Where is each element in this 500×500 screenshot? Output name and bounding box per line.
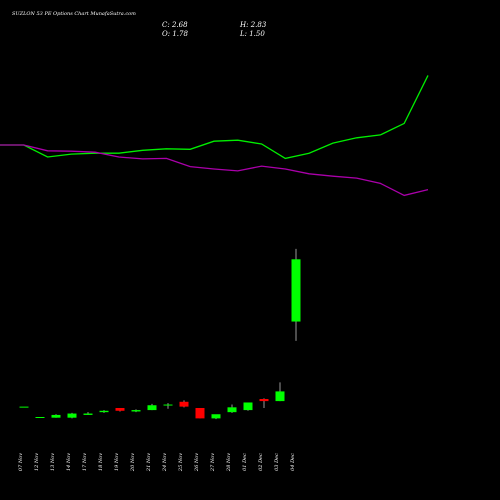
x-tick-label: 13 Nov bbox=[50, 453, 56, 471]
candle-body bbox=[67, 413, 77, 418]
x-tick-label: 20 Nov bbox=[130, 453, 136, 472]
x-tick-label: 14 Nov bbox=[66, 453, 72, 471]
x-tick-label: 28 Nov bbox=[226, 453, 232, 472]
x-tick-label: 27 Nov bbox=[210, 453, 216, 472]
candle-body bbox=[259, 399, 269, 402]
x-tick-label: 26 Nov bbox=[194, 453, 200, 472]
high-value: H: 2.83 bbox=[240, 21, 267, 29]
x-tick-label: 19 Nov bbox=[114, 453, 120, 471]
close-value: C: 2.68 bbox=[162, 21, 188, 29]
title: SUZLON 53 PE Options Chart MunafaSutra.c… bbox=[12, 11, 136, 17]
x-tick-label: 24 Nov bbox=[162, 453, 168, 472]
x-tick-label: 04 Dec bbox=[290, 453, 296, 471]
series-line-purple bbox=[0, 144, 429, 197]
candle-body bbox=[115, 408, 125, 411]
x-tick-label: 21 Nov bbox=[146, 453, 152, 472]
x-tick-label: 12 Nov bbox=[34, 453, 40, 471]
candle-body bbox=[83, 413, 93, 415]
candle-body bbox=[227, 407, 237, 413]
candle-body bbox=[211, 414, 221, 419]
candle-body bbox=[99, 410, 109, 413]
candle-body bbox=[275, 391, 285, 402]
x-tick-label: 18 Nov bbox=[98, 453, 104, 471]
x-tick-label: 17 Nov bbox=[82, 453, 88, 471]
candle-body bbox=[19, 406, 29, 408]
x-tick-label: 25 Nov bbox=[178, 453, 184, 472]
x-axis-ticks: 07 Nov 12 Nov 13 Nov 14 Nov 17 Nov 18 Nov 19 N… bbox=[18, 453, 296, 472]
candle-body bbox=[131, 410, 141, 412]
open-value: O: 1.78 bbox=[162, 30, 188, 38]
candles bbox=[19, 248, 301, 420]
indicator-lines bbox=[0, 75, 429, 197]
series-line-green bbox=[0, 75, 429, 160]
candle-body bbox=[195, 408, 205, 419]
x-tick-label: 01 Dec bbox=[242, 453, 248, 471]
x-tick-label: 07 Nov bbox=[18, 453, 24, 471]
low-value: L: 1.50 bbox=[240, 30, 265, 38]
candle-body bbox=[179, 401, 189, 407]
x-tick-label: 02 Dec bbox=[258, 453, 264, 471]
candle-body bbox=[163, 404, 173, 406]
x-tick-label: 03 Dec bbox=[274, 453, 280, 471]
candle-body bbox=[147, 405, 157, 411]
candle-body bbox=[35, 417, 45, 418]
candle-body bbox=[243, 402, 253, 411]
candle-body bbox=[291, 259, 301, 322]
candle-body bbox=[51, 414, 61, 418]
